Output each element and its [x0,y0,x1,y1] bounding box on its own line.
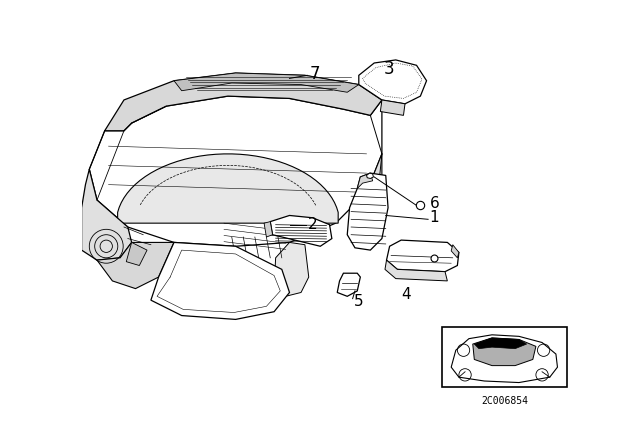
Polygon shape [359,60,427,104]
Polygon shape [90,96,382,246]
Text: 6: 6 [429,196,440,211]
Polygon shape [380,100,405,116]
Polygon shape [274,242,308,296]
Text: 5: 5 [354,294,364,309]
Polygon shape [451,245,459,258]
Text: 2: 2 [308,217,317,232]
Polygon shape [126,242,147,266]
Polygon shape [451,335,557,383]
Polygon shape [81,169,132,260]
Polygon shape [367,173,373,178]
Polygon shape [270,215,332,246]
Bar [442,327,566,387]
Polygon shape [105,73,382,131]
Polygon shape [355,154,382,231]
Polygon shape [118,154,338,223]
Text: 1: 1 [429,210,439,225]
Polygon shape [473,338,536,366]
Polygon shape [97,242,174,289]
Polygon shape [385,260,447,281]
Text: 3: 3 [383,60,394,78]
Polygon shape [348,173,388,250]
Polygon shape [264,222,273,237]
Polygon shape [357,173,372,189]
Text: 7: 7 [310,65,320,83]
Polygon shape [474,338,527,349]
Polygon shape [337,273,360,296]
Polygon shape [174,73,359,92]
Text: 2C006854: 2C006854 [481,396,528,406]
Polygon shape [387,240,459,271]
Text: 4: 4 [401,287,411,302]
Polygon shape [151,242,289,319]
